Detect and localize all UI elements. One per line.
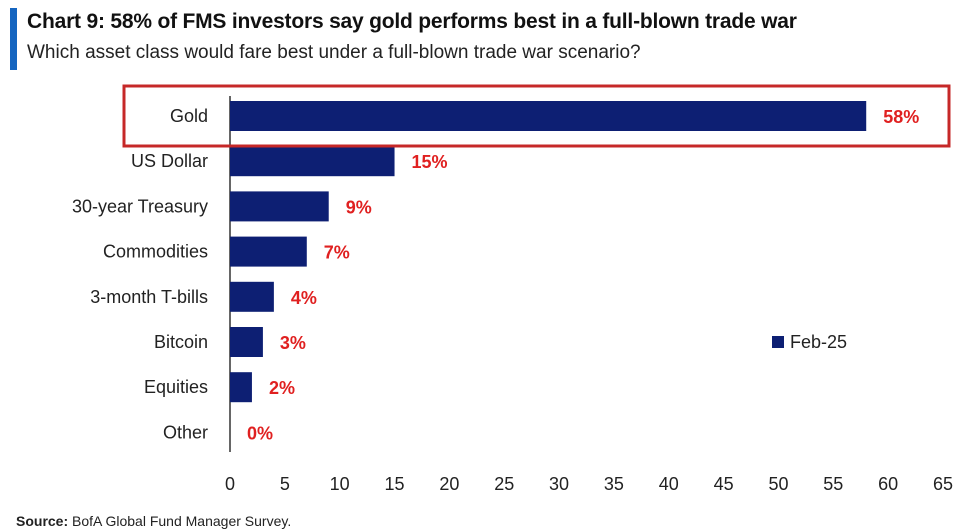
- source-label: Source:: [16, 513, 69, 529]
- legend-swatch: [772, 336, 784, 348]
- data-label: 7%: [324, 243, 350, 263]
- x-tick-label: 10: [330, 474, 350, 494]
- x-tick-label: 55: [823, 474, 843, 494]
- category-label: US Dollar: [131, 151, 208, 171]
- x-tick-label: 5: [280, 474, 290, 494]
- x-tick-label: 30: [549, 474, 569, 494]
- x-tick-label: 0: [225, 474, 235, 494]
- chart-subtitle: Which asset class would fare best under …: [27, 42, 641, 63]
- legend-label: Feb-25: [790, 332, 847, 352]
- bar: [230, 191, 329, 222]
- x-tick-label: 15: [385, 474, 405, 494]
- bar: [230, 372, 252, 403]
- category-label: 3-month T-bills: [90, 287, 208, 307]
- x-tick-label: 45: [714, 474, 734, 494]
- bar: [230, 327, 263, 357]
- chart-title: Chart 9: 58% of FMS investors say gold p…: [27, 10, 797, 33]
- bar: [230, 146, 395, 177]
- x-tick-label: 50: [768, 474, 788, 494]
- source-note: Source: BofA Global Fund Manager Survey.: [16, 513, 291, 529]
- x-tick-label: 65: [933, 474, 953, 494]
- bar: [230, 101, 867, 131]
- data-label: 3%: [280, 333, 306, 353]
- data-label: 2%: [269, 378, 295, 398]
- bar: [230, 281, 274, 312]
- category-label: Gold: [170, 106, 208, 126]
- source-text: BofA Global Fund Manager Survey.: [72, 513, 292, 529]
- data-label: 15%: [412, 152, 448, 172]
- x-tick-label: 25: [494, 474, 514, 494]
- title-accent-bar: [10, 8, 17, 70]
- category-label: Equities: [144, 377, 208, 397]
- data-label: 4%: [291, 288, 317, 308]
- data-label: 0%: [247, 423, 273, 443]
- x-tick-label: 60: [878, 474, 898, 494]
- data-label: 9%: [346, 197, 372, 217]
- x-tick-label: 35: [604, 474, 624, 494]
- category-label: 30-year Treasury: [72, 196, 208, 216]
- bar: [230, 236, 307, 267]
- category-label: Commodities: [103, 242, 208, 262]
- data-label: 58%: [883, 107, 919, 127]
- highlight-box: [122, 84, 951, 148]
- category-label: Bitcoin: [154, 332, 208, 352]
- category-label: Other: [163, 422, 208, 442]
- x-tick-label: 40: [659, 474, 679, 494]
- x-tick-label: 20: [439, 474, 459, 494]
